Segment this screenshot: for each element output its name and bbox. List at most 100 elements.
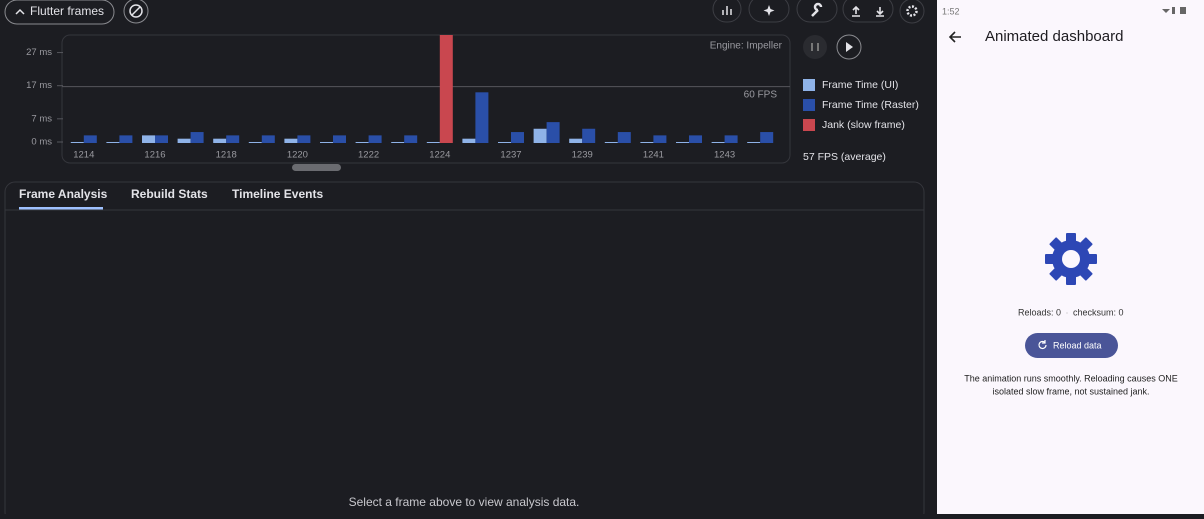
engine-label: Engine: Impeller <box>710 41 783 52</box>
bar <box>142 135 155 143</box>
bar <box>617 132 631 143</box>
reloads: Reloads: 0 <box>1018 307 1061 317</box>
y-tick-label: 7 ms <box>31 113 52 124</box>
bar <box>689 135 702 143</box>
y-tick-label: 27 ms <box>26 47 52 58</box>
tab[interactable]: Rebuild Stats <box>131 187 208 201</box>
export-button[interactable] <box>842 0 894 23</box>
bar <box>724 135 738 143</box>
bar <box>106 141 120 143</box>
bar <box>404 135 418 143</box>
legend-swatch <box>803 79 815 91</box>
refresh-icon <box>1038 340 1047 350</box>
bar <box>70 141 84 143</box>
bar <box>261 135 275 143</box>
pause-button[interactable] <box>803 35 827 59</box>
resume-button[interactable] <box>836 34 862 60</box>
bar <box>368 135 382 143</box>
x-tick-label: 1220 <box>287 150 308 161</box>
sparkle-icon <box>763 5 775 16</box>
status-time: 1:52 <box>942 6 960 16</box>
x-tick-label: 1237 <box>500 150 521 161</box>
target-line-label: 60 FPS <box>744 89 778 100</box>
bar <box>284 138 298 143</box>
bar <box>546 122 560 143</box>
bar <box>320 141 333 143</box>
bar <box>119 135 133 143</box>
y-tick-label: 0 ms <box>31 137 52 148</box>
tab-indicator <box>19 207 103 210</box>
status-icons <box>1162 7 1186 14</box>
x-tick-label: 1216 <box>144 150 165 161</box>
tab[interactable]: Frame Analysis <box>19 187 108 201</box>
chart-frame <box>61 34 791 164</box>
x-tick-label: 1241 <box>643 150 664 161</box>
analysis-panel <box>4 181 925 519</box>
bar <box>760 132 774 143</box>
description: isolated slow frame, not sustained jank. <box>992 386 1149 396</box>
empty-message: Select a frame above to view analysis da… <box>349 495 580 509</box>
bar <box>190 132 204 143</box>
frames-toggle[interactable] <box>4 0 115 25</box>
average-fps: 57 FPS (average) <box>803 151 886 163</box>
import-export-icon <box>852 5 884 17</box>
wrench-icon <box>811 2 823 17</box>
x-tick-label: 1224 <box>429 150 450 161</box>
bar <box>226 135 240 143</box>
legend-swatch <box>803 99 815 111</box>
bar <box>475 92 489 143</box>
tool-button[interactable] <box>748 0 790 23</box>
chart-icon <box>722 6 732 15</box>
checksum: checksum: 0 <box>1073 307 1124 317</box>
bar <box>582 128 596 143</box>
bar <box>747 141 761 143</box>
bar <box>391 141 405 143</box>
legend-swatch <box>803 119 815 131</box>
clear-icon <box>129 4 143 18</box>
bar <box>297 135 311 143</box>
bar <box>711 141 725 143</box>
bar <box>511 132 524 143</box>
devtools-bg <box>0 0 937 514</box>
bar <box>333 135 346 143</box>
scroll-thumb[interactable] <box>292 164 341 171</box>
settings-button[interactable] <box>899 0 925 24</box>
clear-button[interactable] <box>123 0 149 24</box>
bar <box>640 141 654 143</box>
gear-icon <box>1045 233 1097 285</box>
bar <box>213 138 227 143</box>
tab[interactable]: Timeline Events <box>232 187 323 201</box>
separator: · <box>1066 307 1069 317</box>
bar <box>248 141 262 143</box>
toolbar-title: Flutter frames <box>30 4 104 18</box>
back-button[interactable] <box>948 31 961 43</box>
x-tick-label: 1243 <box>714 150 735 161</box>
bar <box>653 135 667 143</box>
chevron-icon <box>15 8 25 15</box>
legend-label: Frame Time (Raster) <box>822 99 919 111</box>
bar <box>155 135 168 143</box>
pause-icon <box>811 43 819 51</box>
tool-button[interactable] <box>796 0 838 23</box>
x-tick-label: 1218 <box>216 150 237 161</box>
bar <box>439 35 453 143</box>
bar <box>83 135 97 143</box>
reload-button[interactable] <box>1025 333 1118 358</box>
tool-button[interactable] <box>712 0 742 23</box>
legend-label: Frame Time (UI) <box>822 79 898 91</box>
bar <box>498 141 511 143</box>
bar <box>676 141 689 143</box>
x-tick-label: 1239 <box>572 150 593 161</box>
bar <box>177 138 191 143</box>
play-icon <box>846 42 853 52</box>
legend-label: Jank (slow frame) <box>822 119 905 131</box>
x-tick-label: 1222 <box>358 150 379 161</box>
bar <box>462 138 476 143</box>
bar <box>604 141 618 143</box>
settings-icon <box>906 5 918 17</box>
frames-chart: 0 ms 7 ms 17 ms 27 ms 60 FPS 1214 1216 1218 1220… <box>26 35 790 161</box>
reload-button-label: Reload data <box>1053 340 1102 350</box>
bar <box>355 141 369 143</box>
